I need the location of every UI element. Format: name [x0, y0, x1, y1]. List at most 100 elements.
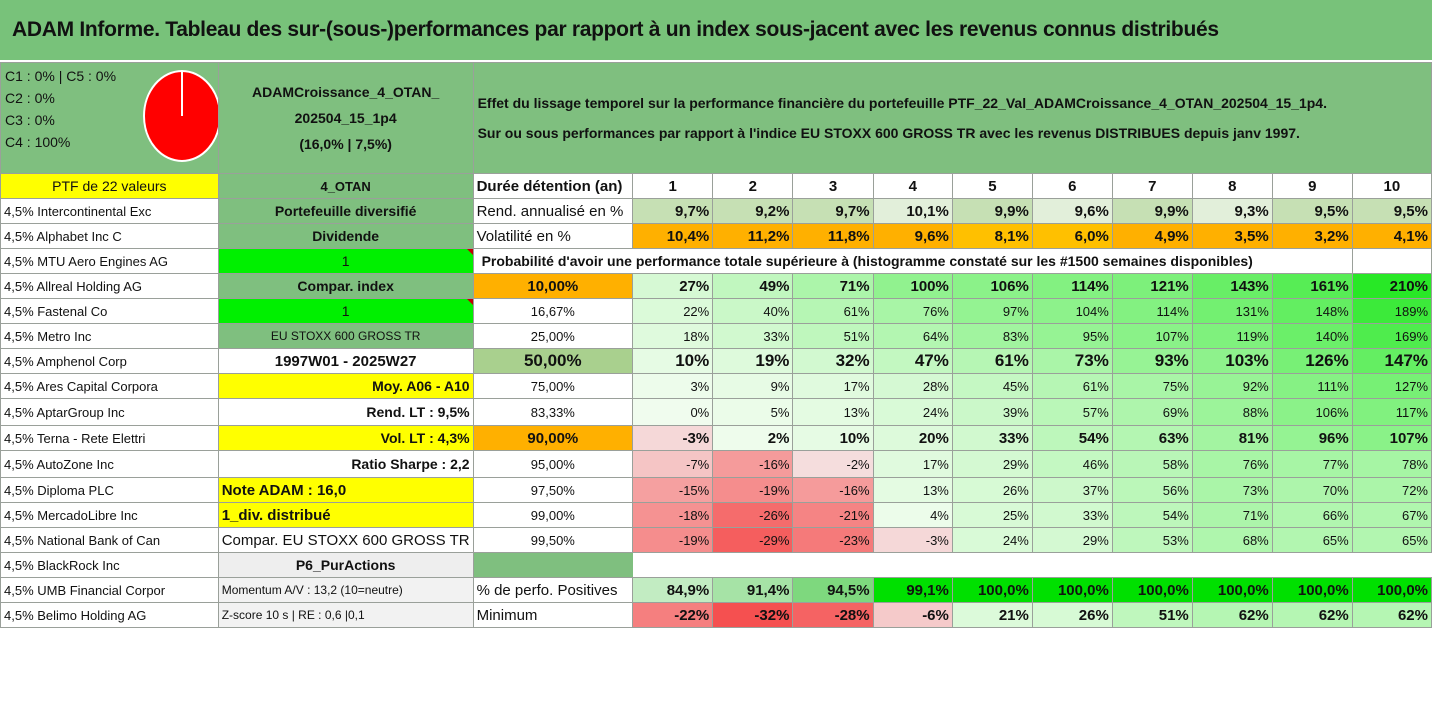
probability-value: 161%: [1271, 273, 1353, 299]
pos-value: 100,0%: [951, 577, 1033, 603]
min-value: -6%: [872, 602, 953, 628]
probability-level: 75,00%: [472, 373, 634, 399]
holding-name: 4,5% National Bank of Can: [0, 527, 219, 553]
probability-value: -23%: [792, 527, 874, 553]
vol-value: 4,9%: [1111, 223, 1193, 249]
probability-value: -3%: [632, 425, 714, 451]
probability-value: 71%: [1191, 502, 1273, 528]
rend-value: 10,1%: [872, 198, 953, 224]
probability-value: 46%: [1031, 450, 1113, 478]
probability-value: 169%: [1351, 323, 1432, 349]
probability-value: 54%: [1111, 502, 1193, 528]
probability-level: 90,00%: [472, 425, 634, 451]
horizon-year: 9: [1271, 173, 1353, 199]
portfolio-info: 1997W01 - 2025W27: [217, 348, 474, 374]
probability-value: 114%: [1111, 298, 1193, 324]
empty-cell: [1351, 248, 1432, 274]
probability-value: 10%: [792, 425, 874, 451]
holding-name: 4,5% AptarGroup Inc: [0, 398, 219, 426]
probability-level: 16,67%: [472, 298, 634, 324]
probability-value: 9%: [712, 373, 794, 399]
probability-value: 97%: [951, 298, 1033, 324]
allocation-line: C2 : 0%: [5, 90, 55, 106]
rend-value: 9,5%: [1271, 198, 1353, 224]
table-row: 4,5% Alphabet Inc C Dividende Volatilité e…: [0, 223, 1432, 249]
holding-name: 4,5% BlackRock Inc: [0, 552, 219, 578]
horizon-year: 1: [632, 173, 714, 199]
horizon-year: 10: [1351, 173, 1432, 199]
probability-value: 56%: [1111, 477, 1193, 503]
probability-value: 92%: [1191, 373, 1273, 399]
probability-value: 107%: [1111, 323, 1193, 349]
holding-name: 4,5% MercadoLibre Inc: [0, 502, 219, 528]
blank-green-cell: [472, 552, 633, 578]
report-title: ADAM Informe. Tableau des sur-(sous-)per…: [0, 0, 1432, 60]
portfolio-name-line: (16,0% | 7,5%): [299, 136, 392, 152]
min-value: 62%: [1191, 602, 1273, 628]
probability-value: 65%: [1351, 527, 1432, 553]
rend-value: 9,5%: [1351, 198, 1432, 224]
probability-value: 111%: [1271, 373, 1353, 399]
probability-value: 76%: [872, 298, 953, 324]
pos-value: 99,1%: [872, 577, 953, 603]
portfolio-info: 1_div. distribué: [217, 502, 474, 528]
min-value: -32%: [712, 602, 794, 628]
header-row: C1 : 0% | C5 : 0% C2 : 0% C3 : 0% C4 : 1…: [0, 62, 1432, 174]
probability-value: 67%: [1351, 502, 1432, 528]
blank-area: [633, 553, 1432, 578]
probability-value: 70%: [1271, 477, 1353, 503]
probability-level: 97,50%: [472, 477, 634, 503]
pos-label: % de perfo. Positives: [472, 577, 634, 603]
table-row: 4,5% Diploma PLC Note ADAM : 16,0 97,50% -1…: [0, 477, 1432, 503]
probability-value: -26%: [712, 502, 794, 528]
allocation-line: C3 : 0%: [5, 112, 55, 128]
probability-value: -19%: [632, 527, 714, 553]
probability-value: 24%: [872, 398, 953, 426]
probability-value: 39%: [951, 398, 1033, 426]
portfolio-info: Momentum A/V : 13,2 (10=neutre): [217, 577, 474, 603]
probability-value: 54%: [1031, 425, 1113, 451]
probability-value: 143%: [1191, 273, 1273, 299]
pos-value: 100,0%: [1031, 577, 1113, 603]
rend-value: 9,9%: [1111, 198, 1193, 224]
probability-value: 114%: [1031, 273, 1113, 299]
probability-value: 73%: [1191, 477, 1273, 503]
allocation-line: C1 : 0% | C5 : 0%: [5, 68, 117, 84]
holding-name: 4,5% Metro Inc: [0, 323, 219, 349]
min-value: 62%: [1351, 602, 1432, 628]
rend-value: 9,7%: [792, 198, 874, 224]
rend-value: 9,2%: [712, 198, 794, 224]
probability-value: -18%: [632, 502, 714, 528]
portfolio-info: Compar. index: [217, 273, 474, 299]
probability-value: 65%: [1271, 527, 1353, 553]
pos-value: 84,9%: [632, 577, 714, 603]
holding-name: 4,5% Intercontinental Exc: [0, 198, 219, 224]
probability-value: 27%: [632, 273, 714, 299]
vol-value: 3,5%: [1191, 223, 1273, 249]
table-row: 4,5% MTU Aero Engines AG 1 Probabilité d'a…: [0, 248, 1432, 274]
probability-value: 69%: [1111, 398, 1193, 426]
probability-header: Probabilité d'avoir une performance tota…: [472, 248, 1353, 274]
probability-value: 73%: [1031, 348, 1113, 374]
probability-value: 210%: [1351, 273, 1432, 299]
allocation-line: C4 : 100%: [5, 134, 71, 150]
probability-value: 26%: [951, 477, 1033, 503]
probability-level: 99,00%: [472, 502, 634, 528]
min-label: Minimum: [472, 602, 634, 628]
holding-name: 4,5% AutoZone Inc: [0, 450, 219, 478]
effect-line: Sur ou sous performances par rapport à l…: [477, 125, 1300, 141]
table-row: 4,5% Metro Inc EU STOXX 600 GROSS TR 25,00…: [0, 323, 1432, 349]
probability-value: 18%: [632, 323, 714, 349]
horizon-year: 2: [712, 173, 794, 199]
holding-name: 4,5% Amphenol Corp: [0, 348, 219, 374]
probability-value: 117%: [1351, 398, 1432, 426]
table-row: 4,5% Belimo Holding AG Z-score 10 s | RE …: [0, 602, 1432, 628]
rend-value: 9,3%: [1191, 198, 1273, 224]
table-row: 4,5% Fastenal Co 1 16,67% 22% 40% 61% 76% 97% 10…: [0, 298, 1432, 324]
probability-level: 95,00%: [472, 450, 634, 478]
probability-value: 121%: [1111, 273, 1193, 299]
probability-value: 95%: [1031, 323, 1113, 349]
probability-value: 127%: [1351, 373, 1432, 399]
probability-value: 140%: [1271, 323, 1353, 349]
probability-level: 25,00%: [472, 323, 634, 349]
